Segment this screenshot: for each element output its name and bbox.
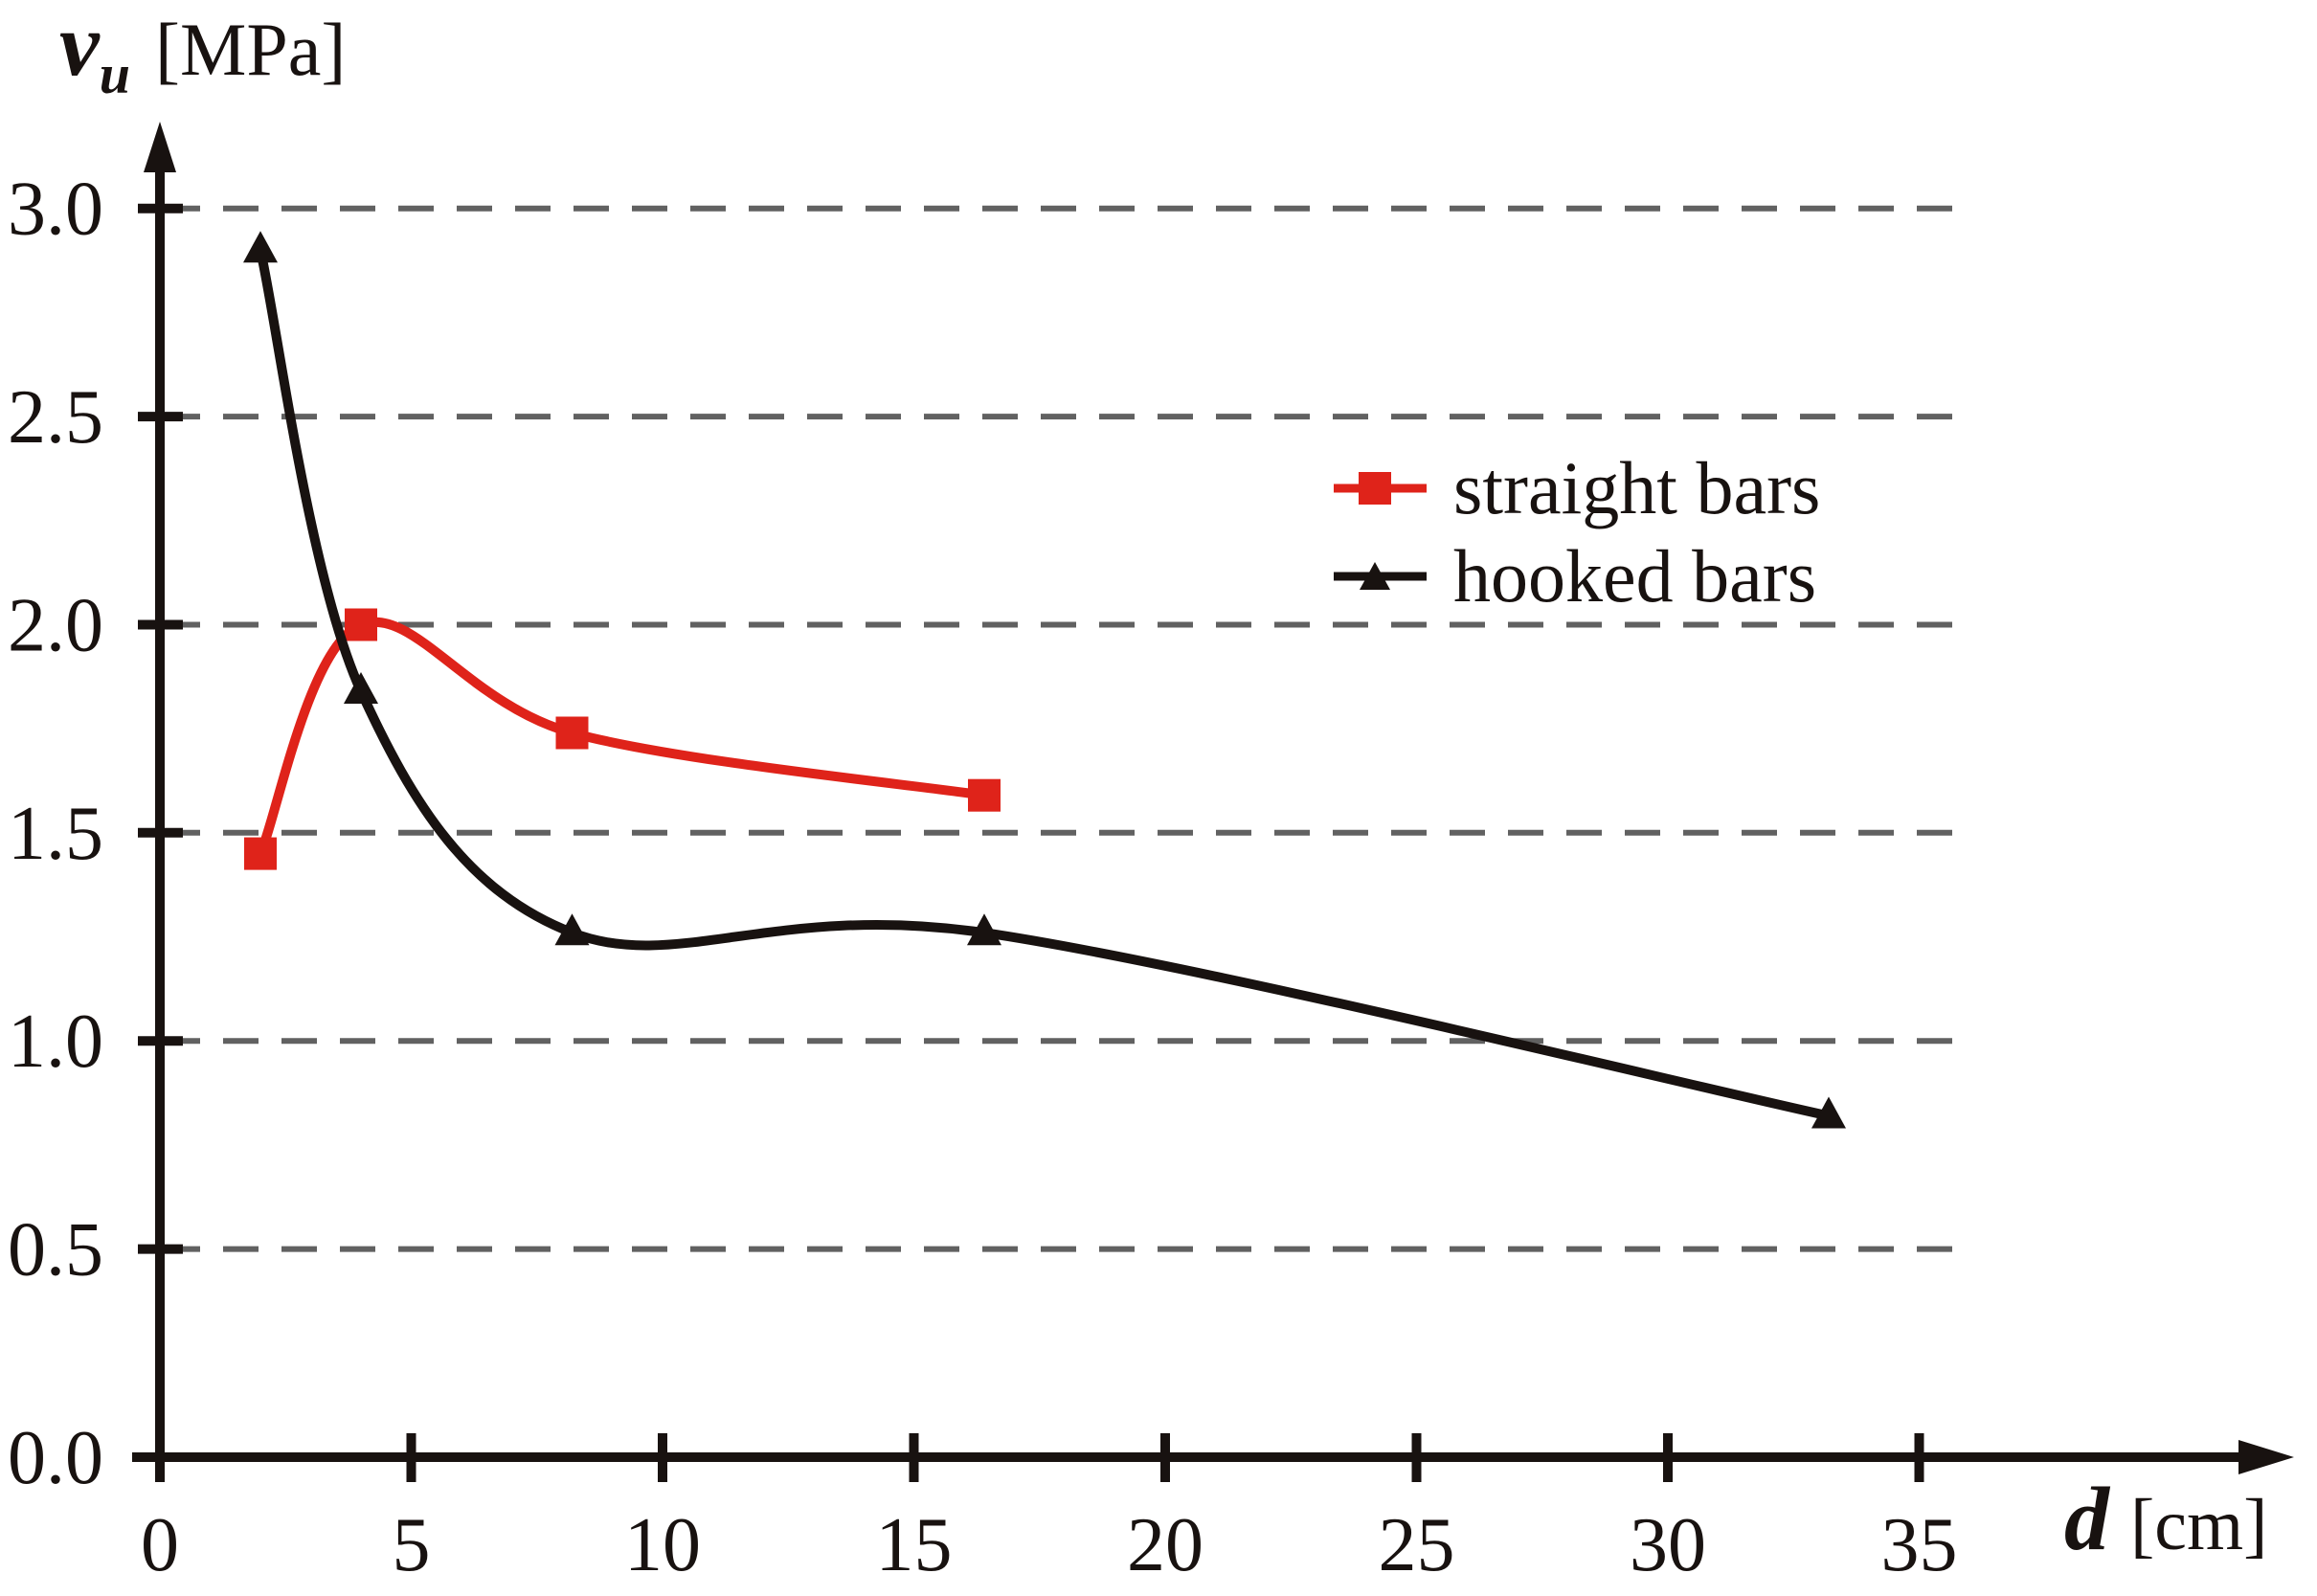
x-tick-label: 0 [141, 1503, 179, 1587]
legend-item-straight-bars: straight bars [1334, 444, 1820, 532]
legend-item-hooked-bars: hooked bars [1334, 532, 1820, 620]
x-tick-label: 15 [876, 1503, 953, 1587]
y-axis-unit: [MPa] [155, 8, 347, 91]
legend-square-marker-icon [1334, 472, 1427, 505]
legend: straight bars hooked bars [1334, 444, 1820, 620]
straight-bars-square-marker [244, 837, 277, 870]
x-axis-symbol: d [2064, 1470, 2109, 1569]
x-tick-label: 35 [1881, 1503, 1958, 1587]
hooked-bars-triangle-marker [344, 672, 378, 704]
legend-label: hooked bars [1453, 534, 1817, 618]
hooked-bars-triangle-marker [1811, 1096, 1846, 1129]
y-axis-symbol: v [59, 0, 100, 95]
y-tick-label: 3.0 [8, 168, 103, 252]
hooked-bars-triangle-marker [554, 913, 590, 946]
y-tick-label: 2.5 [8, 375, 103, 460]
y-tick-label: 1.0 [8, 1000, 103, 1084]
y-axis-subscript: u [99, 43, 130, 105]
x-tick-label: 30 [1630, 1503, 1706, 1587]
x-tick-label: 25 [1379, 1503, 1455, 1587]
y-tick-label: 0.5 [8, 1208, 103, 1293]
hooked-bars-triangle-marker [967, 913, 1001, 946]
x-axis-title: d [cm] [2064, 1474, 2267, 1564]
x-axis-unit: [cm] [2130, 1485, 2268, 1565]
hooked-bars-curve [256, 249, 1831, 1121]
x-tick-label: 5 [393, 1503, 431, 1587]
legend-label: straight bars [1453, 446, 1821, 529]
straight-bars-square-marker [345, 608, 377, 641]
straight-bars-square-marker [968, 778, 1001, 812]
legend-triangle-marker-icon [1334, 562, 1427, 590]
x-axis-arrowhead [2238, 1440, 2294, 1474]
y-axis-arrowhead [144, 122, 176, 172]
straight-bars-square-marker [555, 716, 589, 750]
straight-bars-curve [256, 617, 985, 856]
hooked-bars-triangle-marker [243, 231, 278, 263]
y-tick-label: 1.5 [8, 792, 103, 876]
x-tick-label: 10 [624, 1503, 701, 1587]
y-tick-label: 0.0 [8, 1416, 103, 1500]
x-tick-label: 20 [1127, 1503, 1203, 1587]
y-tick-label: 2.0 [8, 584, 103, 668]
